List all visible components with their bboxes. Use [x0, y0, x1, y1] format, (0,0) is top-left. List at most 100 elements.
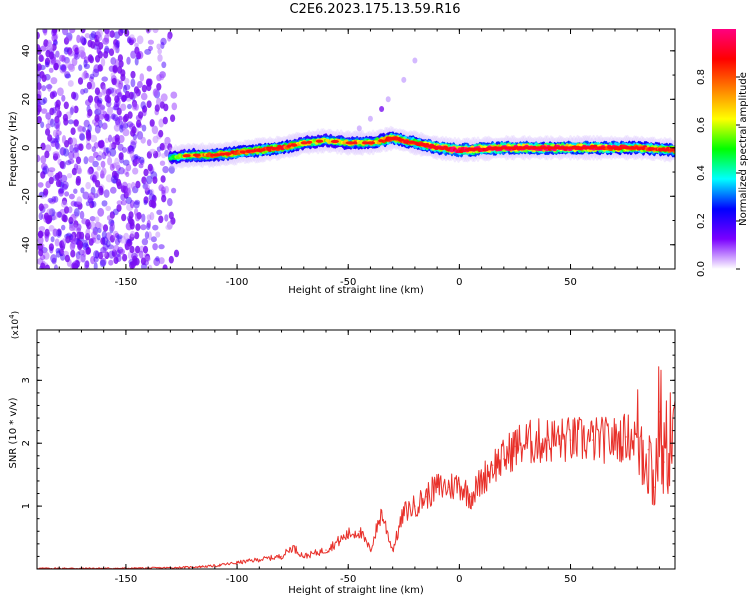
colorbar-tick-label: 0.6: [696, 117, 707, 133]
noise-speckle: [122, 159, 130, 166]
ridge-peak: [249, 149, 257, 153]
noise-speckle: [102, 111, 108, 118]
heatmap-x-ticks: -150 -100 -50 0 50: [36, 29, 660, 288]
noise-speckle: [73, 105, 79, 114]
noise-speckle: [67, 80, 74, 87]
noise-speckle: [77, 125, 85, 132]
ridge-peak: [664, 148, 670, 152]
noise-speckle: [130, 70, 136, 79]
noise-speckle: [37, 44, 41, 52]
snr-data-point: [403, 511, 405, 514]
noise-speckle: [150, 199, 156, 208]
noise-speckle: [96, 47, 101, 55]
noise-speckle: [146, 219, 151, 229]
snr-data-point: [663, 461, 665, 463]
snr-y-scale-label: (x104): [8, 311, 21, 339]
noise-speckle: [77, 46, 85, 54]
y-tick-label: 1: [21, 503, 32, 509]
noise-speckle: [77, 77, 84, 85]
noise-speckle: [126, 121, 134, 128]
snr-data-point: [280, 555, 283, 558]
noise-speckle: [119, 124, 124, 133]
noise-speckle: [63, 101, 69, 110]
noise-speckle: [45, 216, 51, 225]
noise-speckle: [117, 66, 123, 74]
noise-speckle: [133, 201, 140, 209]
noise-speckle: [114, 162, 121, 168]
colorbar-tick-label: 0.4: [696, 165, 707, 181]
noise-speckle: [110, 57, 117, 65]
heatmap-y-ticks: -40 -20 0 20 40: [21, 44, 675, 270]
noise-speckle: [70, 137, 78, 147]
figure-title: C2E6.2023.175.13.59.R16: [289, 2, 461, 17]
ridge-peak: [286, 144, 292, 148]
noise-speckle: [103, 189, 110, 198]
noise-speckle: [100, 58, 106, 67]
snr-data-point: [569, 439, 572, 441]
noise-speckle: [125, 171, 130, 177]
ridge-peak: [315, 139, 324, 143]
noise-speckle: [93, 250, 100, 259]
trace-blob: [367, 115, 373, 122]
ridge-peak: [541, 146, 548, 150]
noise-speckle: [148, 45, 153, 52]
noise-speckle: [63, 47, 69, 55]
noise-speckle: [126, 103, 132, 110]
noise-speckle: [60, 200, 68, 208]
noise-speckle: [61, 181, 69, 190]
noise-speckle: [65, 35, 73, 42]
noise-speckle: [146, 100, 152, 108]
noise-speckle: [108, 134, 113, 143]
noise-speckle: [107, 106, 113, 115]
noise-speckle: [114, 117, 121, 125]
noise-speckle: [101, 230, 107, 239]
snr-data-point: [614, 439, 616, 441]
noise-speckle: [136, 35, 144, 45]
x-tick-label: -50: [340, 574, 356, 585]
noise-speckle: [148, 193, 156, 202]
ridge-peak: [637, 146, 646, 150]
noise-speckle: [113, 123, 121, 132]
noise-speckle: [130, 260, 136, 269]
snr-x-ticks: -150 -100 -50 0 50: [36, 330, 660, 585]
noise-speckle: [47, 197, 54, 203]
noise-speckle: [93, 262, 98, 269]
noise-speckle: [105, 205, 111, 212]
noise-speckle: [162, 116, 168, 125]
noise-speckle: [118, 248, 125, 255]
noise-speckle: [95, 55, 101, 63]
noise-speckle: [151, 125, 159, 135]
ridge-peak: [378, 139, 384, 143]
noise-speckle: [161, 61, 167, 69]
noise-speckle: [73, 52, 81, 60]
snr-x-axis-label: Height of straight line (km): [288, 585, 424, 596]
noise-speckle: [165, 224, 173, 230]
noise-speckle: [132, 133, 138, 141]
ridge-peak: [366, 141, 376, 145]
noise-speckle: [134, 212, 141, 222]
noise-speckle: [45, 112, 52, 120]
ridge-peak: [353, 141, 358, 145]
noise-speckle: [170, 91, 178, 99]
noise-speckle: [79, 210, 85, 220]
y-tick-label: 40: [21, 44, 32, 57]
noise-speckle: [79, 35, 85, 44]
noise-speckle: [126, 56, 131, 65]
noise-speckle: [52, 129, 58, 138]
colorbar-gradient: [712, 29, 736, 269]
noise-speckle: [147, 39, 154, 45]
noise-speckle: [146, 65, 152, 72]
noise-speckle: [37, 236, 44, 245]
noise-speckle: [94, 87, 100, 95]
ridge-peak: [561, 146, 569, 150]
snr-data-point: [258, 558, 261, 561]
noise-speckle: [140, 101, 146, 110]
noise-speckle: [61, 135, 67, 144]
snr-data-point: [303, 555, 305, 558]
noise-speckle: [156, 43, 161, 50]
noise-speckle: [156, 97, 162, 106]
noise-speckle: [135, 180, 141, 189]
noise-speckle: [141, 124, 147, 132]
snr-y-ticks: 1 2 3: [21, 342, 675, 570]
